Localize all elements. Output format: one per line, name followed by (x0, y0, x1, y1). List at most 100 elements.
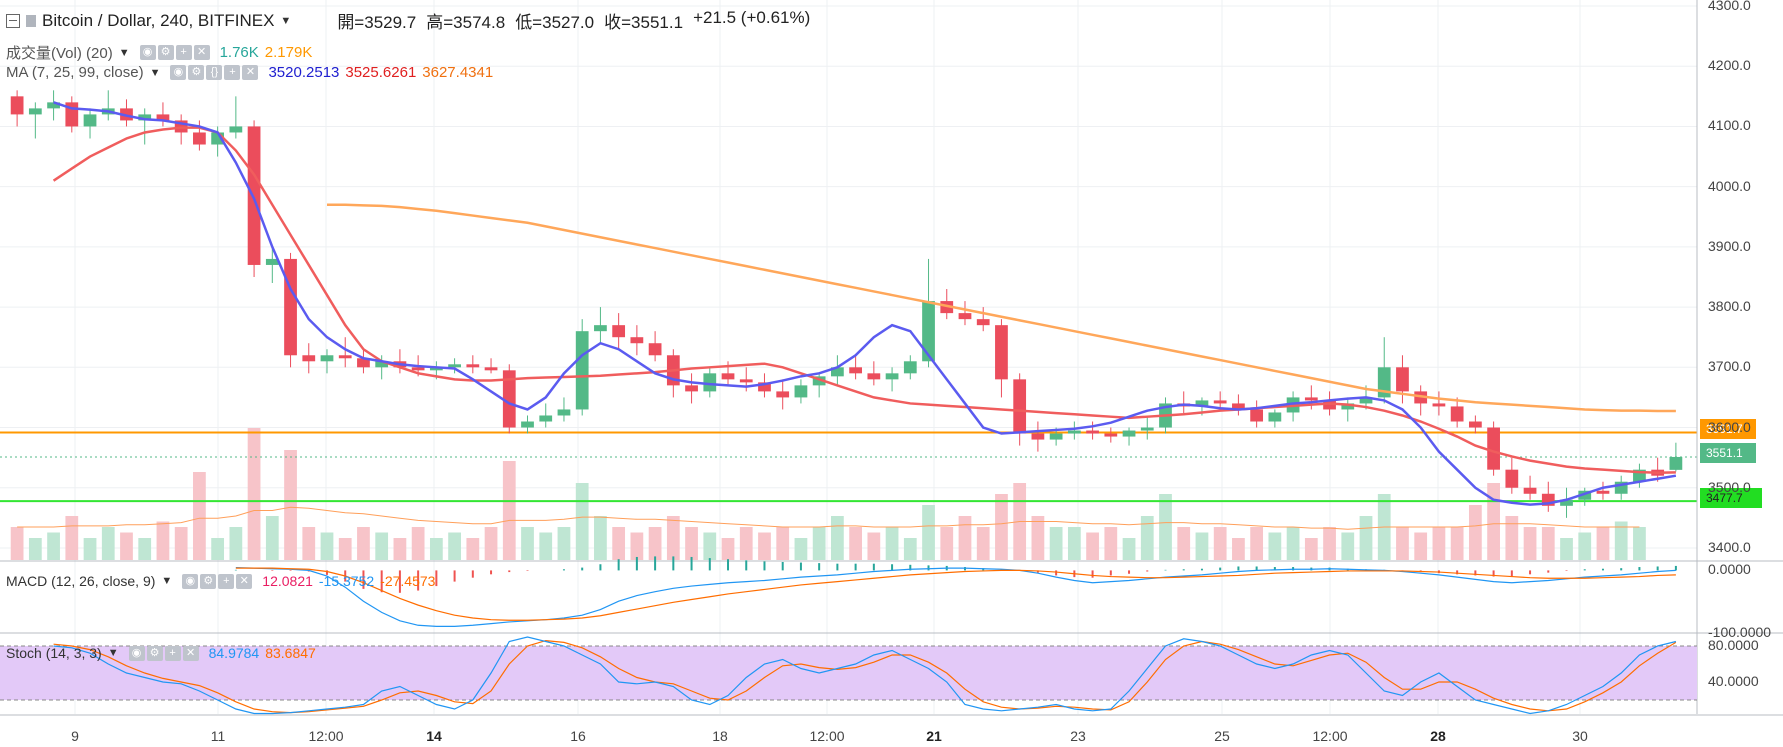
chevron-down-icon[interactable]: ▼ (280, 14, 292, 27)
indicator-controls[interactable]: ◉ ⚙ + ✕ (182, 573, 253, 589)
volume-bar (375, 532, 389, 560)
time-axis-label: 18 (712, 728, 728, 744)
volume-bar (47, 532, 60, 560)
candle-body (138, 114, 152, 121)
indicator-controls[interactable]: ◉ ⚙ {} + ✕ (170, 65, 259, 80)
time-axis-label: 25 (1214, 728, 1230, 744)
stoch-legend[interactable]: Stoch (14, 3, 3) ▼ ◉ ⚙ + ✕ 84.9784 83.68… (6, 645, 316, 661)
eye-icon[interactable]: ◉ (182, 573, 199, 589)
plus-icon[interactable]: + (218, 573, 235, 589)
volume-bar (156, 521, 170, 560)
candle-body (357, 358, 370, 368)
candle-body (1505, 469, 1519, 488)
symbol-legend[interactable]: Bitcoin / Dollar, 240, BITFINEX ▼ 開=3529… (6, 8, 810, 33)
volume-bar (284, 450, 297, 560)
candle-body (1213, 400, 1227, 404)
stoch-k-line (53, 636, 1677, 715)
volume-bar (320, 532, 334, 560)
volume-bar (995, 494, 1008, 560)
macd-legend[interactable]: MACD (12, 26, close, 9) ▼ ◉ ⚙ + ✕ 12.082… (6, 573, 435, 589)
volume-bar (1596, 527, 1610, 560)
volume-bar (1104, 527, 1118, 560)
eye-icon[interactable]: ◉ (170, 65, 187, 80)
volume-bar (1232, 538, 1245, 560)
eye-icon[interactable]: ◉ (128, 645, 145, 661)
price-axis-label: 3700.0 (1708, 358, 1751, 375)
volume-name[interactable]: 成交量(Vol) (20) (6, 45, 113, 62)
close-icon[interactable]: ✕ (242, 65, 259, 80)
gear-icon[interactable]: ⚙ (200, 573, 217, 589)
stoch-name[interactable]: Stoch (14, 3, 3) (6, 645, 102, 661)
plus-icon[interactable]: + (224, 65, 241, 80)
source-code-icon[interactable]: {} (206, 65, 223, 80)
chevron-down-icon[interactable]: ▼ (107, 647, 119, 659)
volume-bar (484, 527, 498, 560)
close-icon[interactable]: ✕ (193, 45, 210, 60)
volume-bar (1414, 532, 1428, 560)
chevron-down-icon[interactable]: ▼ (161, 575, 173, 587)
time-axis-label: 30 (1572, 728, 1588, 744)
volume-bar (976, 527, 990, 560)
candle-body (10, 96, 24, 115)
gear-icon[interactable]: ⚙ (157, 45, 174, 60)
candle-body (1432, 403, 1446, 407)
volume-bar (448, 532, 461, 560)
volume-bar (1049, 527, 1063, 560)
volume-bar (703, 532, 717, 560)
eye-icon[interactable]: ◉ (139, 45, 156, 60)
volume-bar (411, 527, 425, 560)
volume-bar (812, 527, 826, 560)
volume-bar (831, 516, 844, 560)
stoch-axis-label: 80.0000 (1708, 637, 1759, 653)
plus-icon[interactable]: + (164, 645, 181, 661)
price-tag-lower[interactable]: 3477.7 (1700, 488, 1762, 508)
candle-body (849, 367, 862, 374)
volume-bar (229, 527, 243, 560)
candle-body (903, 361, 917, 374)
volume-bar (575, 483, 589, 560)
close-icon[interactable]: ✕ (236, 573, 253, 589)
candle-body (1396, 367, 1409, 392)
candle-body (1067, 430, 1081, 434)
candle-body (776, 391, 790, 398)
gear-icon[interactable]: ⚙ (188, 65, 205, 80)
symbol-icon (26, 14, 36, 27)
ma7-line (53, 101, 1677, 506)
candle-body (703, 373, 717, 392)
volume-bar (1268, 532, 1282, 560)
volume-bar (594, 516, 607, 560)
volume-legend[interactable]: 成交量(Vol) (20) ▼ ◉ ⚙ + ✕ 1.76K 2.179K (6, 42, 312, 63)
candle-body (539, 415, 553, 422)
chevron-down-icon[interactable]: ▼ (149, 66, 161, 79)
time-axis-label: 11 (210, 728, 226, 744)
stoch-k-value: 84.9784 (208, 645, 260, 661)
gear-icon[interactable]: ⚙ (146, 645, 163, 661)
candle-body (1049, 433, 1063, 440)
volume-bar (1541, 527, 1555, 560)
macd-axis-label: 0.0000 (1708, 561, 1751, 578)
candle-body (411, 367, 425, 371)
volume-bar (1122, 538, 1136, 560)
price-tag-upper[interactable]: 3591.7 (1700, 419, 1756, 439)
ma99-value: 3627.4341 (422, 64, 494, 81)
indicator-controls[interactable]: ◉ ⚙ + ✕ (128, 645, 199, 661)
volume-bar (1341, 532, 1355, 560)
close-icon[interactable]: ✕ (182, 645, 199, 661)
volume-bar (429, 538, 443, 560)
ma-legend[interactable]: MA (7, 25, 99, close) ▼ ◉ ⚙ {} + ✕ 3520.… (6, 64, 493, 81)
volume-bar (1633, 527, 1646, 560)
symbol-title[interactable]: Bitcoin / Dollar, 240, BITFINEX (42, 10, 275, 30)
candle-body (302, 355, 316, 362)
macd-name[interactable]: MACD (12, 26, close, 9) (6, 573, 156, 589)
plus-icon[interactable]: + (175, 45, 192, 60)
chevron-down-icon[interactable]: ▼ (118, 46, 130, 59)
candle-body (1323, 400, 1336, 410)
candle-body (156, 114, 170, 121)
indicator-controls[interactable]: ◉ ⚙ + ✕ (139, 45, 210, 60)
volume-bar (849, 527, 862, 560)
volume-bar (1250, 527, 1264, 560)
ma-name[interactable]: MA (7, 25, 99, close) (6, 64, 144, 81)
collapse-icon[interactable] (6, 13, 20, 28)
